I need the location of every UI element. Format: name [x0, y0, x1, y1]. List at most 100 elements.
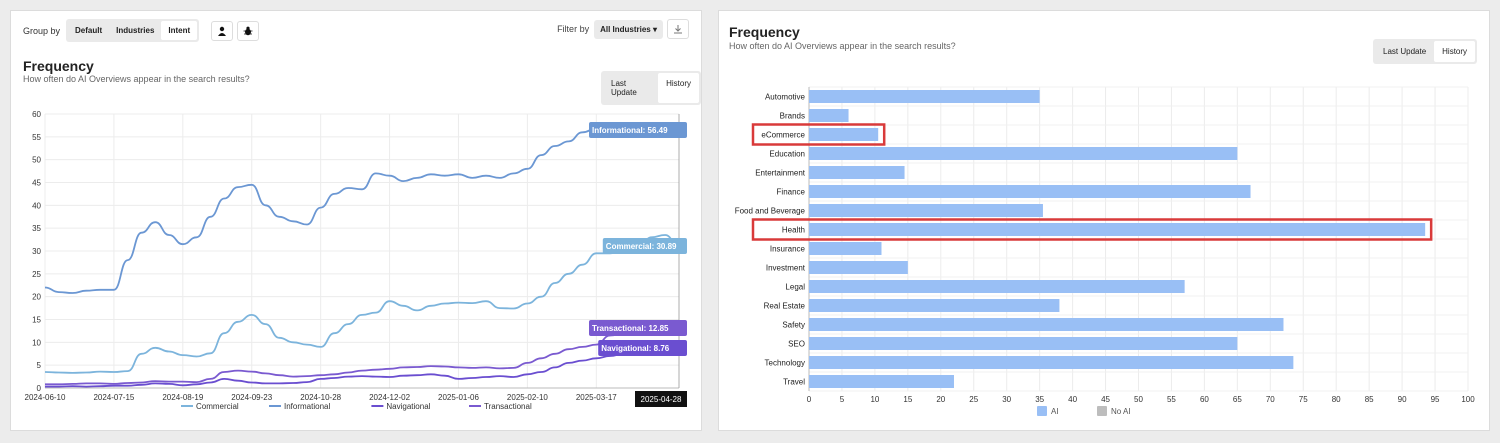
- x-tick-label: 40: [1068, 395, 1077, 404]
- group-industries-button[interactable]: Industries: [116, 26, 155, 35]
- y-tick-label: 0: [37, 384, 42, 393]
- group-intent-button[interactable]: Intent: [161, 21, 198, 40]
- user-icon[interactable]: [211, 20, 234, 41]
- legend-label: Commercial: [196, 402, 239, 411]
- tooltip-box: [589, 320, 687, 336]
- x-tick-label: 5: [840, 395, 845, 404]
- legend-item-transactional: Transactional: [469, 402, 532, 411]
- category-label: Entertainment: [755, 169, 806, 178]
- category-label: SEO: [788, 340, 805, 349]
- y-tick-label: 40: [32, 201, 41, 210]
- highlight-box-health: [751, 218, 1433, 241]
- x-tick-label: 55: [1167, 395, 1176, 404]
- tooltip-navigational: Navigational: 8.76: [598, 340, 687, 356]
- chart-subtitle: How often do AI Overviews appear in the …: [23, 74, 250, 84]
- download-icon[interactable]: [667, 19, 689, 39]
- category-label: Investment: [766, 264, 806, 273]
- x-tick-label: 0: [807, 395, 812, 404]
- industry-filter-dropdown[interactable]: All Industries ▾: [594, 19, 663, 39]
- y-tick-label: 35: [32, 224, 41, 233]
- tooltip-commercial: Commercial: 30.89: [602, 238, 687, 254]
- category-label: Legal: [785, 283, 805, 292]
- group-by-label: Group by: [23, 25, 61, 36]
- legend-label: Informational: [284, 402, 330, 411]
- y-tick-label: 55: [32, 133, 41, 142]
- series-line-transactional: [45, 328, 679, 386]
- tooltip-label: Transactional: 12.85: [592, 324, 669, 333]
- bar-travel: [809, 375, 954, 388]
- bar-finance: [809, 185, 1251, 198]
- category-label: Safety: [782, 321, 805, 330]
- bar-brands: [809, 109, 849, 122]
- legend-item-commercial: Commercial: [181, 402, 239, 411]
- category-label: Automotive: [765, 93, 806, 102]
- category-label: Technology: [765, 359, 805, 368]
- y-tick-label: 10: [32, 338, 41, 347]
- legend-swatch: [1037, 406, 1047, 416]
- tooltip-box: [589, 122, 687, 138]
- category-label: Finance: [777, 188, 806, 197]
- x-tick-label: 2025-01-06: [438, 393, 479, 402]
- legend-item-ai: AI: [1037, 406, 1059, 416]
- tab-history[interactable]: History: [658, 73, 699, 103]
- x-tick-label: 2024-08-19: [162, 393, 203, 402]
- bug-icon[interactable]: [237, 20, 260, 41]
- x-tick-label: 15: [903, 395, 912, 404]
- legend-label: No AI: [1111, 407, 1131, 416]
- view-tabs: Last Update History: [601, 71, 701, 105]
- tab-last-update[interactable]: Last Update: [1383, 47, 1427, 56]
- line-chart-panel: Group by Default Industries Intent Filte…: [10, 10, 702, 431]
- bar-ecommerce: [809, 128, 879, 141]
- bar-entertainment: [809, 166, 905, 179]
- series-line-informational: [44, 127, 679, 294]
- group-default-button[interactable]: Default: [75, 26, 103, 35]
- x-tick-label: 25: [969, 395, 978, 404]
- icon-toggle-group: [207, 20, 260, 41]
- x-tick-label: 2024-06-10: [25, 393, 66, 402]
- x-tick-label: 35: [1035, 395, 1044, 404]
- legend-item-no-ai: No AI: [1097, 406, 1131, 416]
- tab-last-update[interactable]: Last Update: [611, 79, 637, 97]
- bar-seo: [809, 337, 1238, 350]
- x-tick-label: 95: [1431, 395, 1440, 404]
- filter-by-label: Filter by: [557, 24, 590, 34]
- x-tick-label: 75: [1299, 395, 1308, 404]
- bar-education: [809, 147, 1238, 160]
- x-tick-label: 2024-12-02: [369, 393, 410, 402]
- tab-history[interactable]: History: [1434, 41, 1476, 62]
- series-line-commercial: [44, 234, 680, 374]
- x-tick-label: 2025-03-17: [576, 393, 617, 402]
- bar-chart-panel: Frequency How often do AI Overviews appe…: [718, 10, 1490, 431]
- y-tick-label: 25: [32, 270, 41, 279]
- tooltip-informational: Informational: 56.49: [589, 122, 687, 138]
- chart-subtitle: How often do AI Overviews appear in the …: [729, 41, 956, 51]
- legend-label: Navigational: [386, 402, 430, 411]
- tooltip-box: [598, 340, 687, 356]
- bar-health: [809, 223, 1426, 236]
- category-label: Travel: [783, 378, 805, 387]
- x-tick-label: 60: [1200, 395, 1209, 404]
- bar-food-and-beverage: [809, 204, 1043, 217]
- y-tick-label: 20: [32, 293, 41, 302]
- y-tick-label: 30: [32, 247, 41, 256]
- group-by-segmented: Default Industries Intent: [66, 19, 200, 42]
- bar-legal: [809, 280, 1185, 293]
- bar-real-estate: [809, 299, 1060, 312]
- category-label: Brands: [780, 112, 805, 121]
- legend-label: AI: [1051, 407, 1059, 416]
- x-tick-label: 2024-10-28: [300, 393, 341, 402]
- tooltip-box: [602, 238, 687, 254]
- chart-title: Frequency: [23, 58, 94, 74]
- hover-date-badge: 2025-04-28: [635, 391, 687, 407]
- series-line-navigational: [45, 347, 679, 388]
- category-label: Real Estate: [764, 302, 806, 311]
- tooltip-transactional: Transactional: 12.85: [589, 320, 687, 336]
- chart-title: Frequency: [729, 24, 800, 40]
- tooltip-label: Informational: 56.49: [592, 126, 668, 135]
- y-tick-label: 5: [37, 361, 42, 370]
- line-chart: 0 5 10 15 20 25 30 35 40 45 50 55 60 2024-06-10 2024-0…: [25, 110, 687, 411]
- x-tick-label: 2024-07-15: [93, 393, 134, 402]
- x-tick-label: 50: [1134, 395, 1143, 404]
- category-label: Insurance: [770, 245, 806, 254]
- x-tick-label: 65: [1233, 395, 1242, 404]
